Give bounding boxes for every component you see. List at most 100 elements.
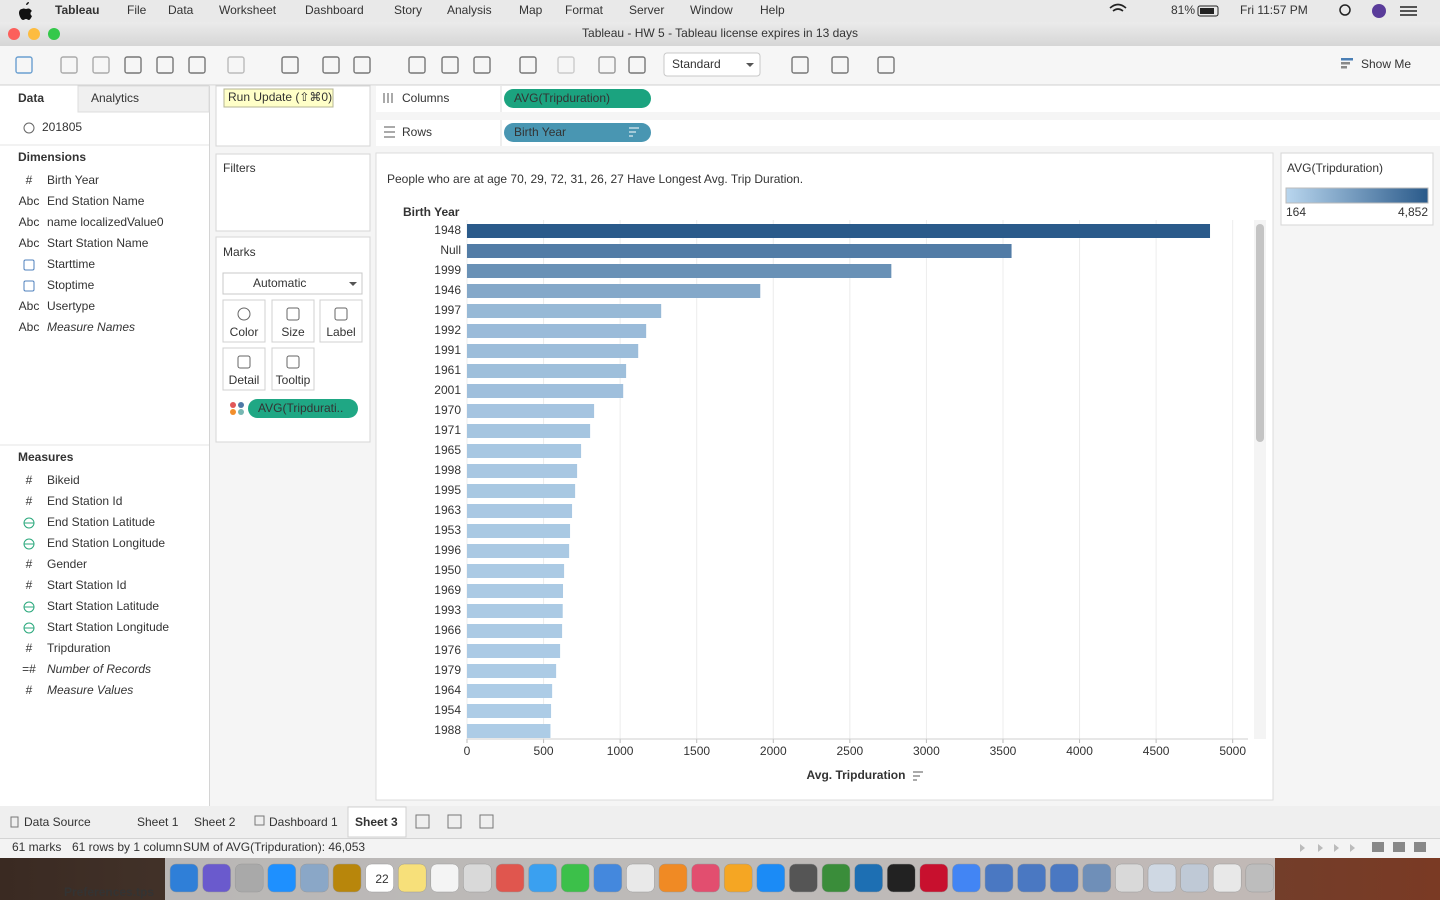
minimize-button[interactable] (28, 28, 40, 40)
rows-pill[interactable] (504, 123, 651, 142)
field-name[interactable]: Start Station Name (47, 236, 149, 250)
nav-button[interactable] (1334, 844, 1339, 852)
dock-icon[interactable] (495, 863, 525, 893)
bar[interactable] (467, 724, 551, 738)
dock-icon[interactable] (463, 863, 492, 893)
toolbar-button[interactable] (227, 56, 245, 74)
nav-button[interactable] (1318, 844, 1323, 852)
dock-icon[interactable] (1115, 863, 1144, 893)
view-toggle[interactable] (1393, 842, 1405, 852)
bar[interactable] (467, 224, 1211, 238)
bar[interactable] (467, 324, 647, 338)
dock-icon[interactable] (169, 863, 199, 893)
bar[interactable] (467, 244, 1012, 258)
dock-icon[interactable] (234, 863, 264, 893)
bar[interactable] (467, 464, 578, 478)
field-name[interactable]: Starttime (47, 257, 95, 271)
columns-pill[interactable] (504, 89, 651, 108)
field-name[interactable]: name localizedValue0 (47, 215, 164, 229)
dock-icon[interactable] (1212, 863, 1242, 893)
menu-item[interactable]: Map (519, 3, 543, 17)
bar[interactable] (467, 284, 761, 298)
new-sheet-button[interactable] (447, 814, 462, 829)
view-size-dropdown[interactable] (663, 52, 761, 77)
pane-tab[interactable]: Analytics (91, 91, 139, 105)
bar[interactable] (467, 504, 573, 518)
bar[interactable] (467, 444, 582, 458)
bar[interactable] (467, 424, 591, 438)
dock-icon[interactable] (919, 863, 949, 893)
toolbar-button[interactable] (322, 56, 340, 74)
menu-item[interactable]: File (127, 3, 147, 17)
field-name[interactable]: Stoptime (47, 278, 95, 292)
toolbar-button[interactable] (408, 56, 426, 74)
menu-item[interactable]: Data (168, 3, 194, 17)
dock-icon[interactable] (300, 863, 329, 893)
dock-icon[interactable] (267, 863, 297, 893)
mark-button-label[interactable]: Color (230, 325, 259, 339)
bar[interactable] (467, 404, 595, 418)
bar[interactable] (467, 644, 561, 658)
dock-icon[interactable] (886, 863, 916, 893)
scrollbar-thumb[interactable] (1256, 224, 1264, 442)
sheet-tab[interactable]: Sheet 2 (194, 815, 236, 829)
clock[interactable]: Fri 11:57 PM (1240, 3, 1308, 17)
bar[interactable] (467, 604, 563, 618)
dock-icon[interactable] (1017, 863, 1046, 893)
mark-button-label[interactable]: Label (326, 325, 355, 339)
new-sheet-button[interactable] (415, 814, 430, 829)
dock-icon[interactable] (430, 863, 460, 893)
menu-item[interactable]: Tableau (55, 3, 99, 17)
view-toggle[interactable] (1372, 842, 1384, 852)
dock-icon[interactable] (1147, 863, 1177, 893)
toolbar-button[interactable] (791, 56, 809, 74)
mark-button[interactable] (222, 299, 266, 343)
pane-tab[interactable]: Data (18, 91, 44, 105)
mark-button[interactable] (319, 299, 363, 343)
mark-button[interactable] (271, 299, 315, 343)
bar[interactable] (467, 664, 557, 678)
dock-icon[interactable] (560, 863, 590, 893)
toolbar-button[interactable] (628, 56, 646, 74)
desktop-file-label[interactable]: Preferences.tps (64, 885, 154, 899)
dock-icon[interactable] (593, 863, 623, 893)
field-name[interactable]: End Station Id (47, 494, 122, 508)
dock-icon[interactable] (202, 863, 231, 893)
toolbar-button[interactable] (188, 56, 206, 74)
field-name[interactable]: Birth Year (47, 173, 99, 187)
bar[interactable] (467, 704, 552, 718)
field-name[interactable]: Start Station Id (47, 578, 126, 592)
toolbar-button[interactable] (353, 56, 371, 74)
menu-item[interactable]: Worksheet (219, 3, 277, 17)
menu-item[interactable]: Dashboard (305, 3, 364, 17)
field-name[interactable]: Bikeid (47, 473, 80, 487)
dock-icon[interactable] (1180, 863, 1209, 893)
datasource-name[interactable]: 201805 (42, 120, 82, 134)
dock-icon[interactable] (658, 863, 688, 893)
toolbar-button[interactable] (877, 56, 895, 74)
mark-button-label[interactable]: Size (281, 325, 305, 339)
dock-icon[interactable] (332, 863, 362, 893)
new-sheet-button[interactable] (479, 814, 494, 829)
bar[interactable] (467, 344, 639, 358)
dock-icon[interactable] (952, 863, 981, 893)
mark-button[interactable] (222, 347, 266, 391)
bar[interactable] (467, 624, 563, 638)
menu-item[interactable]: Window (690, 3, 733, 17)
wifi-icon[interactable] (1109, 3, 1127, 12)
toolbar-button[interactable] (598, 56, 616, 74)
toolbar-button[interactable] (519, 56, 537, 74)
field-name[interactable]: Start Station Latitude (47, 599, 159, 613)
zoom-button[interactable] (48, 28, 60, 40)
dock-icon[interactable] (854, 863, 883, 893)
dock-icon[interactable] (723, 863, 753, 893)
apple-logo[interactable] (19, 2, 32, 20)
dock-icon[interactable] (397, 863, 427, 893)
menu-item[interactable]: Analysis (447, 3, 492, 17)
toolbar-button[interactable] (92, 56, 110, 74)
field-name[interactable]: Tripduration (47, 641, 111, 655)
dock-icon[interactable] (365, 863, 394, 893)
field-name[interactable]: End Station Name (47, 194, 145, 208)
mark-button-label[interactable]: Detail (229, 373, 260, 387)
bar[interactable] (467, 364, 627, 378)
